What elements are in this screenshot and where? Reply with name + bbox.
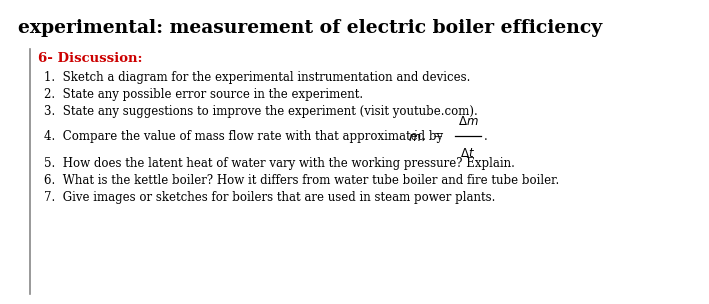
Text: 5.  How does the latent heat of water vary with the working pressure? Explain.: 5. How does the latent heat of water var…: [44, 157, 515, 170]
Text: 2.  State any possible error source in the experiment.: 2. State any possible error source in th…: [44, 88, 363, 101]
Text: 7.  Give images or sketches for boilers that are used in steam power plants.: 7. Give images or sketches for boilers t…: [44, 191, 496, 204]
Text: 6- Discussion:: 6- Discussion:: [38, 52, 143, 65]
Text: 1.  Sketch a diagram for the experimental instrumentation and devices.: 1. Sketch a diagram for the experimental…: [44, 71, 470, 84]
Text: experimental: measurement of electric boiler efficiency: experimental: measurement of electric bo…: [18, 19, 602, 37]
Text: ,  =: , =: [422, 130, 443, 143]
Text: $\dot{m}$: $\dot{m}$: [408, 130, 421, 144]
Text: 3.  State any suggestions to improve the experiment (visit youtube.com).: 3. State any suggestions to improve the …: [44, 105, 478, 118]
Text: 4.  Compare the value of mass flow rate with that approximated by: 4. Compare the value of mass flow rate w…: [44, 130, 447, 143]
Text: $\Delta m$: $\Delta m$: [458, 115, 479, 128]
Text: 6.  What is the kettle boiler? How it differs from water tube boiler and fire tu: 6. What is the kettle boiler? How it dif…: [44, 174, 559, 187]
Text: $\Delta t$: $\Delta t$: [461, 147, 476, 160]
Text: .: .: [484, 130, 488, 143]
